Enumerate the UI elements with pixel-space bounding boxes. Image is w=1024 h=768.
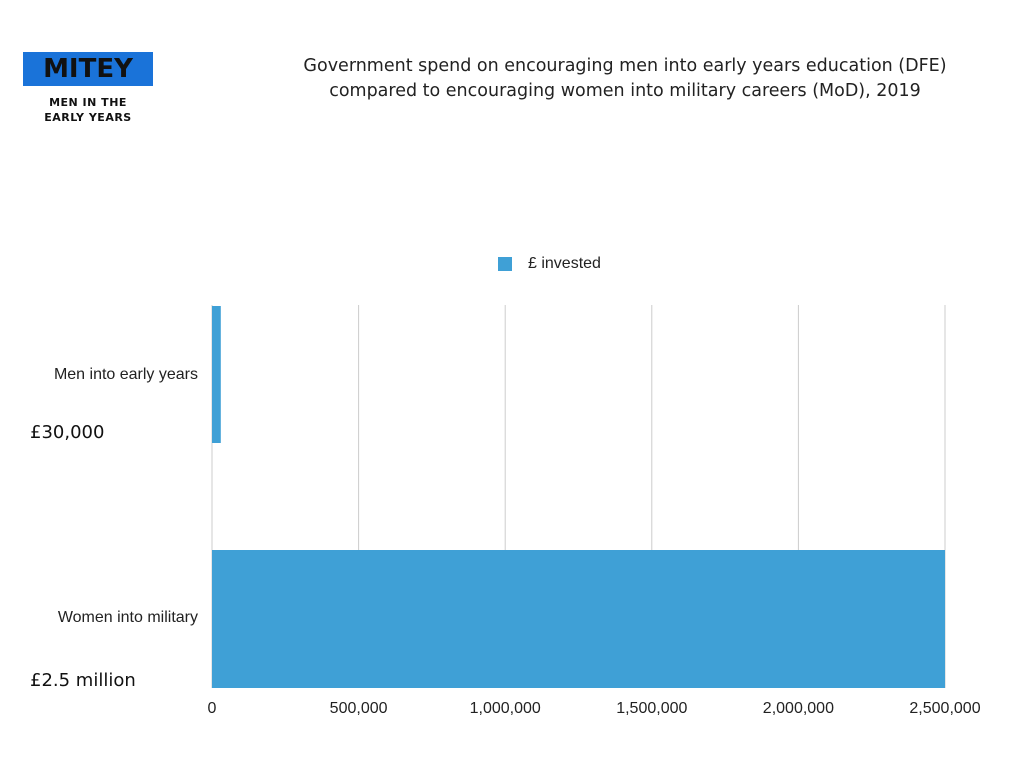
x-tick-label: 1,500,000 — [616, 700, 687, 717]
annotation-women: £2.5 million — [30, 670, 136, 691]
category-label-women: Women into military — [57, 609, 198, 626]
bar — [212, 306, 221, 443]
title-line-2: compared to encouraging women into milit… — [329, 81, 921, 101]
category-label-men: Men into early years — [53, 366, 198, 383]
logo: MITEY — [23, 52, 153, 86]
bar — [212, 550, 945, 688]
x-tick-label: 2,000,000 — [763, 700, 834, 717]
logo-subtitle-2: EARLY YEARS — [44, 111, 132, 124]
x-tick-label: 1,000,000 — [470, 700, 541, 717]
x-tick-label: 500,000 — [330, 700, 388, 717]
chart-title: Government spend on encouraging men into… — [260, 54, 990, 104]
x-tick-label: 0 — [208, 700, 217, 717]
title-line-1: Government spend on encouraging men into… — [303, 56, 947, 76]
x-tick-label: 2,500,000 — [909, 700, 980, 717]
legend-label: £ invested — [528, 255, 601, 272]
legend-swatch — [498, 257, 512, 271]
annotation-men: £30,000 — [30, 422, 105, 443]
legend: £ invested — [498, 255, 601, 273]
logo-subtitle-1: MEN IN THE — [49, 96, 127, 109]
logo-text: MITEY — [43, 54, 133, 84]
